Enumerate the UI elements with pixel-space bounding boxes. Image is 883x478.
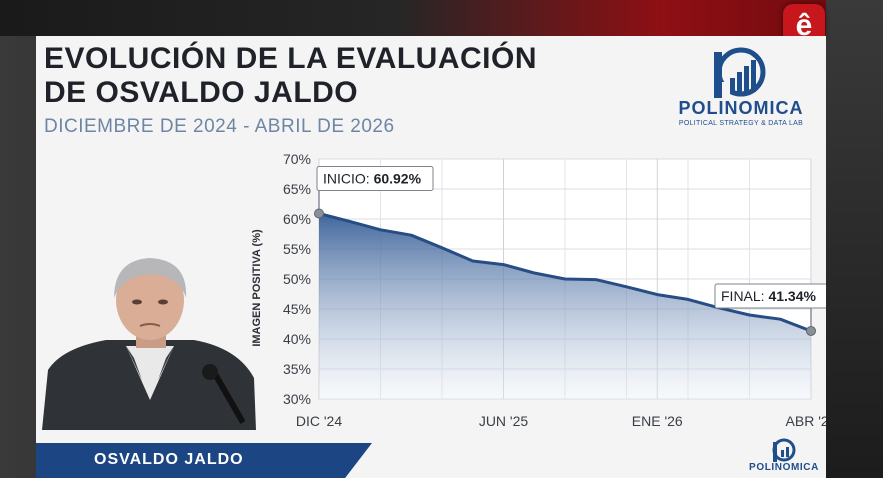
- polinomica-logo-small: POLINOMICA: [742, 438, 826, 478]
- polinomica-small-mark-icon: [772, 438, 796, 462]
- channel-logo-text: ê: [796, 9, 813, 42]
- annotation-label: FINAL:: [721, 288, 768, 304]
- y-tick-label: 50%: [283, 271, 311, 287]
- infographic-card: EVOLUCIÓN DE LA EVALUACIÓN DE OSVALDO JA…: [36, 36, 826, 478]
- chart-area-layer: [318, 212, 812, 399]
- polinomica-mark-icon: [714, 47, 766, 98]
- series-line: [318, 212, 812, 333]
- y-tick-label: 65%: [283, 181, 311, 197]
- x-tick-label: ABR '26: [786, 413, 826, 429]
- chart-axis-ticks: 30% 35% 40% 45% 50% 55% 60% 65% 70% DIC '24 JUN '2…: [283, 151, 826, 429]
- brand-name-small: POLINOMICA: [749, 462, 819, 473]
- annotation-label: INICIO:: [323, 170, 374, 186]
- background-strip: [826, 0, 883, 478]
- x-tick-label: DIC '24: [296, 413, 342, 429]
- y-tick-label: 70%: [283, 151, 311, 167]
- brand-name: POLINOMICA: [678, 98, 804, 118]
- polinomica-logo: POLINOMICA POLITICAL STRATEGY & DATA LAB: [666, 42, 816, 132]
- brand-tagline: POLITICAL STRATEGY & DATA LAB: [678, 120, 804, 127]
- annotation-text: INICIO: 60.92%: [323, 170, 422, 186]
- annotation-value: 60.92%: [374, 170, 422, 186]
- lower-third-name: OSVALDO JALDO: [94, 451, 244, 468]
- y-tick-label: 60%: [283, 211, 311, 227]
- annotation-box: [316, 165, 434, 191]
- y-axis-label: IMAGEN POSITIVA (%): [251, 229, 263, 347]
- date-range-subtitle: DICIEMBRE DE 2024 - ABRIL DE 2026: [44, 116, 395, 137]
- annotation-point: [314, 208, 324, 219]
- y-tick-label: 55%: [283, 241, 311, 257]
- y-tick-label: 45%: [283, 301, 311, 317]
- y-tick-label: 35%: [283, 361, 311, 377]
- series-area: [319, 213, 811, 399]
- x-tick-label: JUN '25: [479, 413, 529, 429]
- y-tick-label: 30%: [283, 391, 311, 407]
- annotation-value: 41.34%: [768, 288, 816, 304]
- annotation-box: [714, 283, 826, 309]
- y-tick-label: 40%: [283, 331, 311, 347]
- lower-third-name-bar: OSVALDO JALDO: [36, 443, 372, 478]
- annotation-text: FINAL: 41.34%: [721, 288, 817, 304]
- title-line-2: DE OSVALDO JALDO: [44, 76, 359, 109]
- title-line-1: EVOLUCIÓN DE LA EVALUACIÓN: [44, 42, 538, 75]
- chart-annotations: INICIO: 60.92% FINAL: 41.34%: [314, 165, 826, 336]
- x-tick-label: ENE '26: [632, 413, 683, 429]
- politician-photo: [42, 250, 256, 430]
- annotation-point: [806, 325, 816, 336]
- broadcast-top-bar: [0, 0, 883, 36]
- approval-chart: 30% 35% 40% 45% 50% 55% 60% 65% 70% DIC '24 JUN '2…: [251, 151, 826, 429]
